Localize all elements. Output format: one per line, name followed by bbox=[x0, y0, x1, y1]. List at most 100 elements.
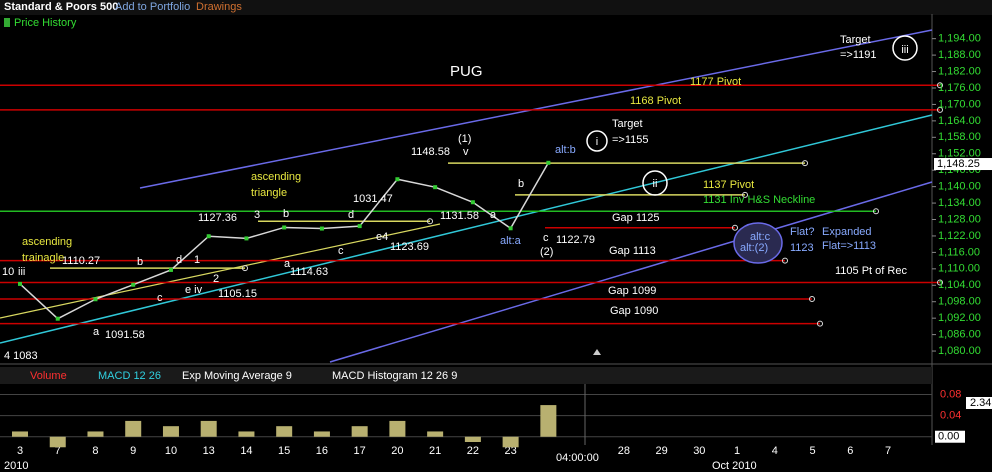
annotation: alt:c bbox=[750, 231, 771, 243]
annotation: d bbox=[348, 209, 354, 221]
price-bar bbox=[319, 226, 324, 231]
level-label: 1110.27 bbox=[62, 255, 100, 267]
annotation: 3 bbox=[254, 209, 260, 221]
price-bar bbox=[470, 200, 475, 205]
x-tick-label: 4 bbox=[772, 445, 778, 457]
marker bbox=[593, 349, 601, 355]
price-bar bbox=[546, 160, 551, 165]
annotation: Expanded bbox=[822, 226, 872, 238]
annotation: trainagle bbox=[22, 252, 64, 264]
panel-icon bbox=[4, 18, 10, 27]
trend-line bbox=[0, 223, 441, 319]
level-end bbox=[732, 224, 738, 231]
price-bar bbox=[357, 224, 362, 229]
annotation: 1031.47 bbox=[353, 193, 393, 205]
annotation: triangle bbox=[251, 187, 287, 199]
x-tick-label: 13 bbox=[203, 445, 215, 457]
level-end bbox=[802, 160, 808, 167]
x-tick-label: 16 bbox=[316, 445, 328, 457]
annotation: 1123.69 bbox=[390, 241, 429, 253]
wave-ellipse bbox=[733, 222, 783, 264]
annotation: d bbox=[176, 254, 182, 266]
macd-bar bbox=[12, 431, 28, 437]
level-end bbox=[937, 82, 943, 89]
price-bar bbox=[508, 226, 513, 231]
x-tick-label: 6 bbox=[847, 445, 853, 457]
annotation: b bbox=[283, 208, 289, 220]
last-value-box bbox=[934, 158, 992, 171]
volume-value: 2.34 bbox=[970, 397, 991, 409]
level-label: Gap 1125 bbox=[612, 212, 660, 224]
annotation: alt:b bbox=[555, 144, 576, 156]
annotation: Flat? bbox=[790, 226, 814, 238]
y-tick-label: 1,188.00 bbox=[938, 49, 981, 61]
macd-tick-label: 0.04 bbox=[940, 410, 961, 422]
price-bar bbox=[55, 316, 60, 321]
indicator: Exp Moving Average 9 bbox=[182, 370, 292, 382]
add-link[interactable]: Add to Portfolio bbox=[115, 1, 190, 13]
last-value-label: 1,148.25 bbox=[937, 158, 980, 170]
y-tick-label: 1,098.00 bbox=[938, 296, 981, 308]
price-bar bbox=[244, 236, 249, 241]
level-label: 1148.58 bbox=[411, 146, 450, 158]
annotation: 1105.15 bbox=[218, 288, 257, 300]
annotation: 1123 bbox=[790, 242, 814, 254]
y-tick-label: 1,140.00 bbox=[938, 181, 981, 193]
y-tick-label: 1,158.00 bbox=[938, 131, 981, 143]
drawings[interactable]: Drawings bbox=[196, 1, 242, 13]
x-tick-label: 15 bbox=[278, 445, 290, 457]
y-tick-label: 1,134.00 bbox=[938, 197, 981, 209]
annotation: iii bbox=[901, 44, 908, 56]
price-bar bbox=[395, 177, 400, 182]
macd-tick-label: 0.00 bbox=[938, 431, 959, 443]
annotation: a bbox=[284, 258, 291, 270]
level-end bbox=[873, 208, 879, 215]
symbol: Standard & Poors 500 bbox=[4, 1, 118, 13]
indicator: Volume bbox=[30, 370, 67, 382]
wave-circle bbox=[642, 170, 668, 196]
level-end bbox=[242, 265, 248, 272]
level-end bbox=[427, 218, 433, 225]
y-tick-label: 1,176.00 bbox=[938, 82, 981, 94]
level-label: 1137 Pivot bbox=[703, 179, 754, 191]
header-bar bbox=[0, 0, 992, 15]
annotation: e4 bbox=[376, 231, 388, 243]
price-bar bbox=[206, 234, 211, 239]
x-tick-label: 1 bbox=[734, 445, 740, 457]
x-tick-label: 30 bbox=[693, 445, 705, 457]
month-label: Oct 2010 bbox=[712, 460, 757, 472]
wave-circle bbox=[892, 35, 918, 61]
annotation: Target bbox=[840, 34, 871, 46]
x-tick-label: 3 bbox=[17, 445, 23, 457]
macd-bar bbox=[389, 420, 406, 437]
level-label: Gap 1099 bbox=[608, 285, 656, 297]
macd-bar bbox=[313, 431, 330, 437]
session-label: 04:00:00 bbox=[556, 452, 599, 464]
x-tick-label: 14 bbox=[240, 445, 252, 457]
annotation: 1091.58 bbox=[105, 329, 145, 341]
annotation: ii bbox=[653, 178, 658, 190]
macd-bar bbox=[276, 426, 293, 437]
y-tick-label: 1,116.00 bbox=[938, 246, 980, 258]
annotation: 4 1083 bbox=[4, 350, 38, 362]
level-label: 1127.36 bbox=[198, 212, 237, 224]
panel-label: Price History bbox=[14, 17, 77, 29]
macd-bar bbox=[49, 436, 66, 448]
y-tick-label: 1,104.00 bbox=[938, 279, 981, 291]
annotation: ascending bbox=[251, 171, 301, 183]
indicator: MACD 12 26 bbox=[98, 370, 161, 382]
wave-circle bbox=[586, 130, 608, 152]
annotation: b bbox=[518, 178, 524, 190]
macd-bar bbox=[464, 436, 481, 442]
annotation: 1122.79 bbox=[556, 234, 595, 246]
annotation: i bbox=[596, 136, 598, 148]
annotation: c bbox=[338, 245, 344, 257]
annotation: c bbox=[543, 232, 549, 244]
x-tick-label: 28 bbox=[618, 445, 630, 457]
x-tick-label: 23 bbox=[504, 445, 516, 457]
channel-line bbox=[0, 114, 933, 344]
y-tick-label: 1,110.00 bbox=[938, 263, 980, 275]
annotation: b bbox=[137, 256, 143, 268]
level-end bbox=[809, 295, 815, 302]
